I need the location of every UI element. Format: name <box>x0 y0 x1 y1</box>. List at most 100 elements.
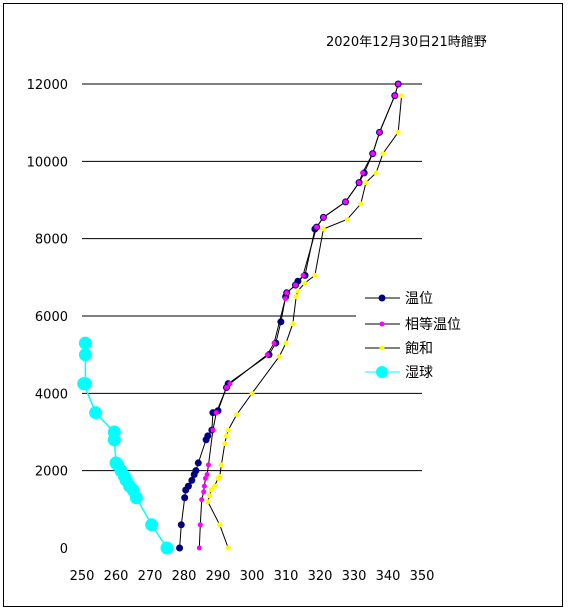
y-tick-label: 8000 <box>35 233 68 248</box>
x-tick-label: 320 <box>308 569 333 584</box>
data-point <box>197 522 203 528</box>
data-point <box>377 129 382 135</box>
data-point <box>78 336 92 350</box>
data-point <box>293 282 299 288</box>
x-tick-label: 330 <box>342 569 367 584</box>
legend-label: 相等温位 <box>405 316 461 333</box>
y-tick-label: 0 <box>60 542 68 557</box>
data-point <box>181 494 189 502</box>
data-point <box>89 406 103 420</box>
data-point <box>78 377 92 391</box>
data-point <box>78 348 92 362</box>
data-point <box>213 410 219 416</box>
legend-marker <box>378 294 386 302</box>
data-point <box>212 483 218 489</box>
data-point <box>320 226 326 232</box>
data-point <box>363 180 369 186</box>
grid-lines <box>82 83 422 472</box>
data-point <box>196 545 202 551</box>
data-point <box>194 459 202 467</box>
data-point <box>224 385 229 391</box>
data-point <box>208 487 214 493</box>
data-point <box>222 441 228 447</box>
data-point <box>302 280 308 286</box>
data-point <box>295 288 301 294</box>
x-tick-label: 260 <box>104 569 129 584</box>
data-point <box>218 462 224 468</box>
data-point <box>358 201 364 207</box>
series-layer <box>77 80 405 555</box>
y-tick-label: 10000 <box>27 155 68 170</box>
chart-frame <box>3 3 563 607</box>
data-point <box>360 170 365 176</box>
y-tick-label: 6000 <box>35 310 68 325</box>
data-point <box>184 482 192 490</box>
data-point <box>293 294 299 300</box>
data-point <box>234 412 240 418</box>
data-point <box>207 493 212 499</box>
legend-marker <box>379 345 385 351</box>
legend-marker <box>376 366 388 378</box>
data-point <box>201 483 207 489</box>
x-tick-label: 350 <box>410 569 435 584</box>
y-tick-label: 4000 <box>35 387 68 402</box>
data-point <box>176 544 184 552</box>
legend-label: 温位 <box>405 291 433 307</box>
data-point <box>201 489 207 495</box>
data-point <box>264 352 270 358</box>
x-tick-label: 290 <box>206 569 231 584</box>
data-point <box>160 541 174 555</box>
legend-label: 湿球 <box>405 365 433 381</box>
data-point <box>344 216 350 222</box>
data-point <box>284 290 290 296</box>
data-point <box>320 214 326 220</box>
data-point <box>290 321 296 327</box>
y-tick-label: 12000 <box>27 78 68 93</box>
x-tick-label: 310 <box>274 569 299 584</box>
data-point <box>343 199 348 205</box>
data-point <box>177 521 185 529</box>
y-tick-labels: 0 2000 4000 6000 8000 10000 12000 <box>27 78 68 557</box>
data-point <box>205 462 211 468</box>
data-point <box>276 354 282 360</box>
data-point <box>312 272 318 278</box>
series-line <box>82 343 168 549</box>
legend-label: 飽和 <box>405 340 433 357</box>
data-point <box>204 472 210 478</box>
data-point <box>202 475 208 481</box>
data-point <box>145 518 159 532</box>
data-point <box>210 427 216 433</box>
data-point <box>399 93 405 99</box>
series-2 <box>205 93 405 551</box>
data-point <box>204 432 212 440</box>
data-point <box>192 467 200 475</box>
data-point <box>314 224 320 230</box>
legend-marker <box>379 321 385 327</box>
x-tick-labels: 250 260 270 280 290 300 310 320 330 340 350 <box>70 569 435 584</box>
data-point <box>188 476 196 484</box>
data-point <box>392 93 398 99</box>
data-point <box>227 381 233 387</box>
data-point <box>217 473 223 479</box>
data-point <box>395 81 401 87</box>
data-point <box>107 425 121 439</box>
data-point <box>224 433 229 439</box>
chart-title: 2020年12月30日21時館野 <box>326 35 487 50</box>
x-tick-label: 250 <box>70 569 95 584</box>
data-point <box>380 151 386 157</box>
data-point <box>395 129 401 135</box>
series-1 <box>196 81 401 551</box>
data-point <box>370 151 376 157</box>
y-tick-label: 2000 <box>35 465 68 480</box>
x-tick-label: 300 <box>240 569 265 584</box>
data-point <box>225 545 231 551</box>
data-point <box>271 340 277 346</box>
data-point <box>225 427 231 433</box>
series-3 <box>77 336 174 555</box>
data-point <box>373 170 379 176</box>
data-point <box>205 499 211 505</box>
x-tick-label: 340 <box>376 569 401 584</box>
x-tick-label: 280 <box>172 569 197 584</box>
